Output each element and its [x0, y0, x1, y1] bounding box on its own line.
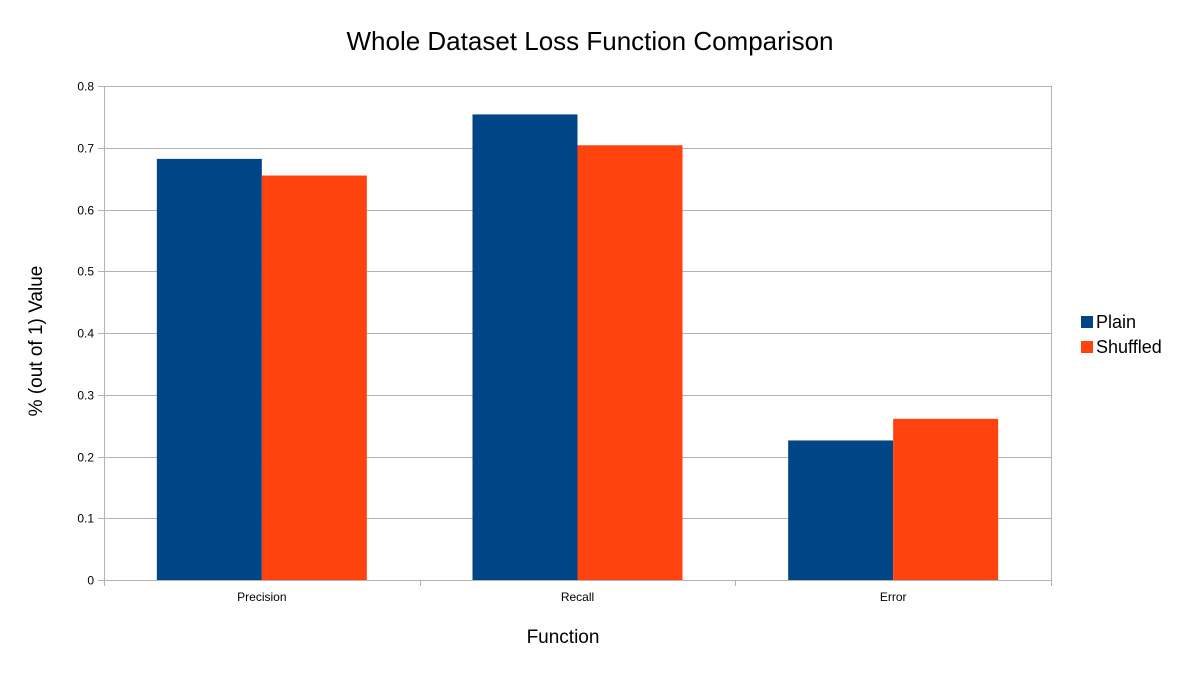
y-tick-label: 0.3 [77, 389, 94, 403]
legend-label-plain: Plain [1096, 312, 1136, 332]
x-axis-label: Function [527, 627, 600, 648]
chart-title: Whole Dataset Loss Function Comparison [346, 26, 833, 56]
y-tick-label: 0.8 [77, 80, 94, 94]
y-tick-label: 0.2 [77, 451, 94, 465]
y-tick-label: 0 [87, 574, 94, 588]
legend-swatch-plain [1081, 316, 1093, 328]
y-tick-label: 0.1 [77, 512, 94, 526]
y-tick-label: 0.6 [77, 204, 94, 218]
x-tick-label: Precision [237, 590, 286, 604]
x-tick-label: Error [880, 590, 907, 604]
bar-shuffled-error [893, 418, 999, 580]
y-tick-label: 0.4 [77, 327, 94, 341]
legend-swatch-shuffled [1081, 341, 1093, 353]
bar-shuffled-precision [261, 175, 367, 580]
bars [156, 114, 999, 581]
bar-shuffled-recall [577, 145, 683, 580]
y-tick-label: 0.7 [77, 142, 94, 156]
bar-plain-error [788, 440, 894, 580]
legend-label-shuffled: Shuffled [1096, 337, 1162, 357]
y-tick-label: 0.5 [77, 265, 94, 279]
x-tick-label: Recall [561, 590, 594, 604]
axes: 0 0.1 0.2 0.3 0.4 0.5 0.6 0.7 0.8 Precision Recall… [77, 80, 1052, 604]
bar-plain-recall [472, 114, 578, 580]
bar-plain-precision [156, 158, 262, 581]
y-axis-label: % (out of 1) Value [26, 266, 47, 417]
legend: Plain Shuffled [1081, 312, 1162, 357]
